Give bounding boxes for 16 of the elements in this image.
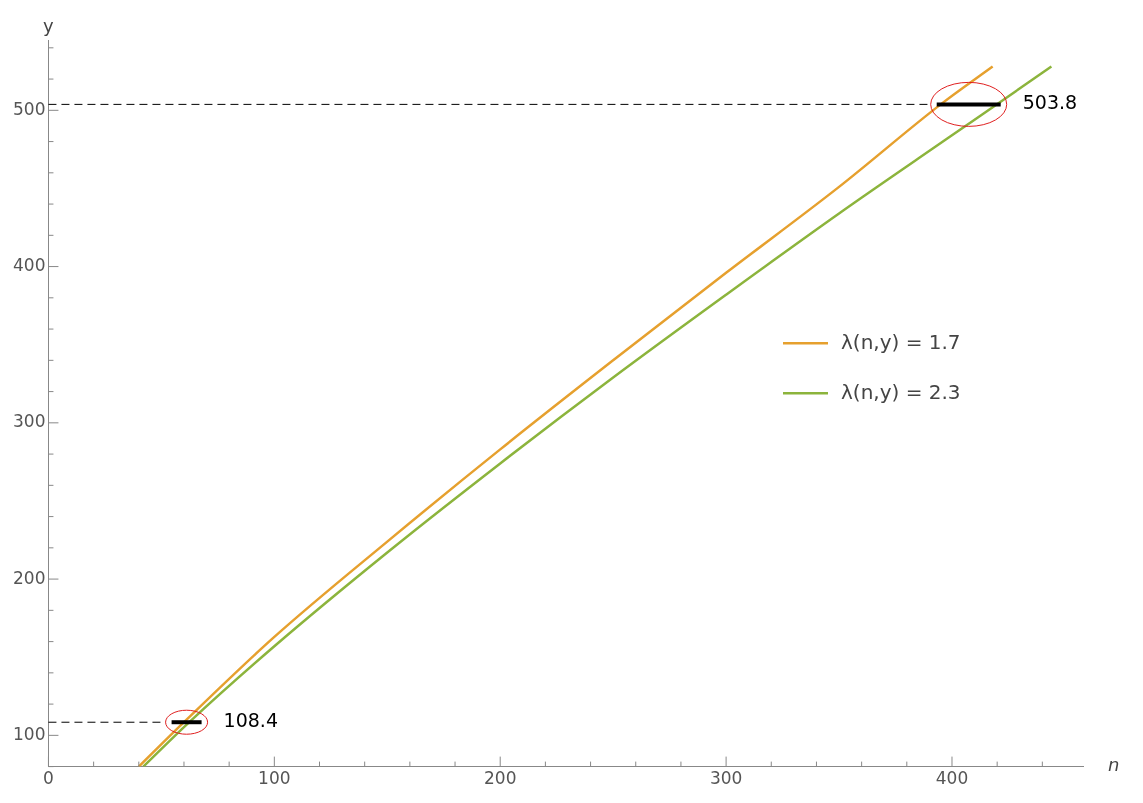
x-tick-label: 200: [483, 768, 517, 789]
legend-label: λ(n,y) = 1.7: [841, 329, 961, 354]
y-tick-label: 400: [12, 255, 46, 275]
y-tick-label: 500: [12, 98, 46, 119]
ref-line-label: 503.8: [1022, 91, 1078, 114]
x-tick-label: 100: [258, 768, 291, 789]
x-tick-label: 400: [935, 768, 969, 789]
y-tick-label: 200: [12, 567, 46, 588]
x-tick-label: 300: [709, 768, 743, 789]
y-axis-title: y: [43, 14, 55, 36]
x-tick-label: 0: [43, 768, 54, 789]
y-tick-label: 300: [12, 411, 46, 432]
legend-label: λ(n,y) = 2.3: [841, 379, 961, 404]
y-tick-label: 100: [12, 723, 46, 744]
x-axis-title: n: [1108, 754, 1120, 776]
ref-line-label: 108.4: [223, 709, 278, 732]
